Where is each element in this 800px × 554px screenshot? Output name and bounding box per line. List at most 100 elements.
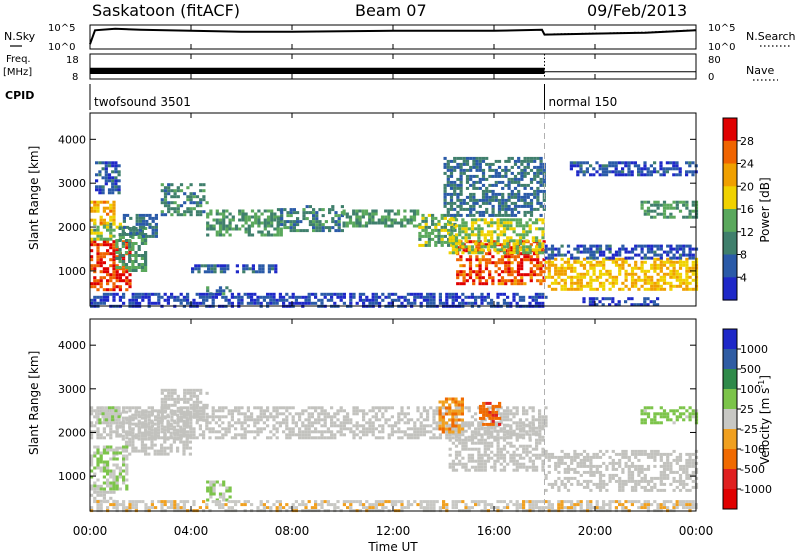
power-cell: [640, 206, 644, 210]
power-cell: [106, 252, 110, 256]
power-cell: [659, 167, 663, 171]
ground-scatter-cell: [121, 425, 125, 429]
power-cell: [195, 204, 200, 208]
power-cell: [289, 229, 293, 233]
power-cell: [579, 281, 583, 285]
power-cell: [646, 250, 651, 254]
ground-scatter-cell: [688, 473, 692, 477]
power-cell: [488, 213, 492, 217]
power-cell: [637, 167, 641, 171]
power-cell: [183, 192, 187, 196]
power-cell: [283, 220, 287, 224]
power-cell: [93, 228, 97, 232]
power-cell: [462, 198, 466, 202]
power-cell: [93, 243, 97, 247]
ground-scatter-cell: [582, 455, 587, 459]
power-cell: [566, 244, 571, 248]
ground-scatter-cell: [634, 479, 638, 483]
power-cell: [434, 240, 438, 244]
power-cell: [523, 186, 527, 190]
power-cell: [218, 233, 223, 237]
velocity-cell: [93, 445, 97, 449]
power-cell: [299, 229, 303, 233]
ground-scatter-cell: [544, 418, 548, 422]
power-cell: [532, 270, 537, 274]
ground-scatter-cell: [474, 427, 478, 431]
ground-scatter-cell: [243, 421, 247, 425]
power-cell: [312, 223, 316, 227]
ground-scatter-cell: [685, 452, 689, 456]
ground-scatter-cell: [592, 455, 596, 459]
power-cell: [115, 273, 119, 277]
power-cell: [443, 189, 447, 193]
power-cell: [544, 250, 548, 254]
ground-scatter-cell: [413, 421, 417, 425]
power-cell: [640, 303, 644, 307]
power-cell: [464, 233, 468, 237]
power-cell: [598, 247, 603, 251]
power-cell: [109, 234, 113, 238]
ground-scatter-cell: [470, 435, 475, 439]
power-cell: [538, 239, 542, 243]
power-cell: [459, 186, 463, 190]
power-cell: [554, 272, 558, 276]
power-cell: [529, 213, 534, 217]
ground-scatter-cell: [397, 427, 401, 431]
power-cell: [459, 213, 463, 217]
power-cell: [685, 206, 689, 210]
power-cell: [470, 295, 474, 299]
ground-scatter-cell: [342, 421, 346, 425]
ground-scatter-cell: [464, 465, 468, 469]
ground-scatter-cell: [630, 470, 635, 474]
ground-scatter-cell: [183, 415, 187, 419]
power-cell: [643, 269, 647, 273]
ground-scatter-cell: [317, 436, 321, 440]
power-cell: [614, 164, 618, 168]
power-cell: [241, 218, 245, 222]
power-cell: [228, 224, 232, 228]
ground-scatter-cell: [595, 470, 599, 474]
power-cell: [323, 295, 327, 299]
ground-scatter-cell: [195, 421, 199, 425]
ground-scatter-cell: [102, 430, 106, 434]
power-cell: [672, 215, 676, 219]
ground-scatter-cell: [128, 427, 132, 431]
ground-scatter-cell: [301, 430, 305, 434]
velocity-cell: [115, 481, 119, 485]
power-cell: [242, 264, 246, 268]
power-cell: [462, 171, 466, 175]
ground-scatter-cell: [134, 413, 138, 417]
ground-scatter-cell: [474, 459, 478, 463]
ground-scatter-cell: [275, 409, 279, 413]
ground-scatter-cell: [525, 409, 529, 413]
power-cell: [128, 279, 132, 283]
power-cell: [394, 298, 398, 302]
ground-scatter-cell: [266, 406, 270, 410]
power-cell: [141, 295, 145, 299]
power-cell: [675, 244, 679, 248]
ground-scatter-cell: [522, 462, 526, 466]
power-cell: [304, 301, 308, 305]
power-cell: [198, 295, 202, 299]
ground-scatter-cell: [134, 449, 138, 453]
power-cell: [484, 243, 489, 247]
power-cell: [656, 200, 660, 204]
y-tick-label: 4000: [58, 133, 86, 146]
power-cell: [605, 272, 609, 276]
power-cell: [470, 227, 475, 231]
power-cell: [486, 230, 491, 234]
ground-scatter-cell: [137, 425, 141, 429]
ground-scatter-cell: [480, 426, 484, 430]
power-cell: [595, 161, 599, 165]
power-cell: [203, 264, 207, 268]
ground-scatter-cell: [685, 470, 689, 474]
power-cell: [480, 292, 484, 296]
velocity-cell: [109, 475, 113, 479]
power-cell: [601, 164, 605, 168]
power-cell: [93, 200, 97, 204]
power-cell: [260, 233, 264, 237]
ground-scatter-cell: [118, 421, 122, 425]
ground-scatter-cell: [163, 406, 168, 410]
ground-scatter-cell: [205, 391, 209, 395]
power-cell: [536, 198, 540, 202]
